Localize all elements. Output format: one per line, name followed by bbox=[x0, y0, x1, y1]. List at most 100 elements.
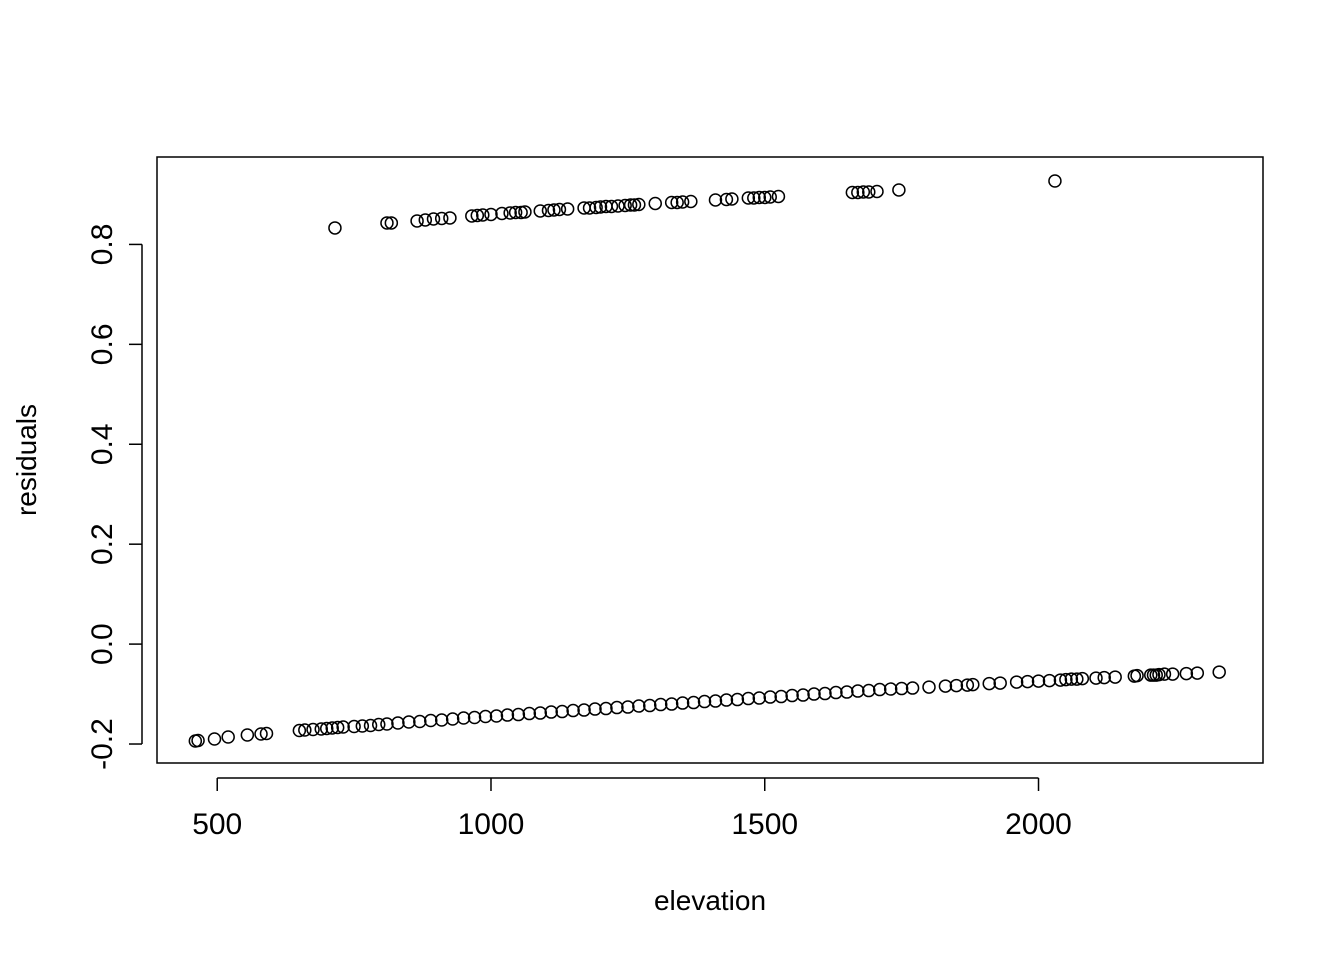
data-point bbox=[533, 706, 548, 720]
data-point bbox=[522, 706, 537, 721]
y-axis: -0.2 0.0 0.2 0.4 0.6 0.8 bbox=[86, 224, 143, 770]
data-point bbox=[708, 193, 723, 207]
data-point bbox=[621, 700, 635, 714]
plot-frame bbox=[156, 156, 1264, 764]
data-point bbox=[763, 190, 777, 204]
data-point bbox=[719, 192, 734, 207]
data-point bbox=[1042, 673, 1057, 688]
data-point bbox=[1157, 667, 1172, 681]
data-point bbox=[384, 216, 399, 230]
data-point bbox=[851, 684, 865, 698]
x-tick-label: 500 bbox=[192, 808, 242, 841]
data-point bbox=[922, 680, 936, 694]
data-point bbox=[1075, 671, 1090, 686]
data-point bbox=[1190, 666, 1205, 680]
data-point bbox=[829, 685, 843, 700]
data-point bbox=[298, 723, 312, 737]
data-point bbox=[380, 717, 394, 731]
data-point bbox=[533, 204, 548, 218]
data-point bbox=[719, 693, 734, 707]
data-point bbox=[371, 717, 386, 732]
data-point bbox=[845, 185, 860, 200]
data-point bbox=[478, 709, 493, 724]
data-point bbox=[424, 713, 438, 728]
data-point bbox=[604, 199, 619, 214]
data-point bbox=[840, 685, 854, 699]
data-point bbox=[518, 205, 532, 219]
data-point bbox=[410, 214, 424, 228]
data-point bbox=[982, 676, 996, 691]
x-axis: 500 1000 1500 2000 bbox=[192, 777, 1072, 841]
data-point bbox=[426, 212, 441, 226]
data-point bbox=[588, 702, 602, 716]
data-point bbox=[741, 191, 756, 205]
data-point bbox=[807, 687, 821, 701]
data-point bbox=[851, 185, 865, 200]
data-point bbox=[938, 679, 953, 693]
data-point bbox=[363, 718, 378, 733]
y-tick-label: 0.4 bbox=[86, 423, 119, 465]
data-point bbox=[1009, 675, 1024, 689]
data-point bbox=[445, 712, 460, 726]
data-point bbox=[443, 211, 457, 225]
data-point bbox=[434, 211, 449, 226]
data-point bbox=[1020, 674, 1035, 689]
data-point bbox=[221, 730, 235, 744]
data-point bbox=[752, 190, 767, 205]
data-point bbox=[240, 728, 255, 742]
data-point bbox=[747, 191, 761, 205]
data-point bbox=[476, 208, 490, 222]
data-point bbox=[675, 195, 690, 209]
data-point bbox=[870, 184, 884, 199]
data-point bbox=[391, 716, 405, 730]
data-point bbox=[413, 714, 427, 729]
data-point bbox=[500, 708, 515, 722]
data-point bbox=[949, 678, 964, 693]
data-point bbox=[402, 715, 416, 729]
data-point bbox=[541, 203, 556, 218]
data-point bbox=[325, 721, 339, 735]
data-points bbox=[188, 174, 1226, 748]
data-point bbox=[508, 205, 523, 220]
data-point bbox=[355, 719, 370, 733]
data-point bbox=[1152, 667, 1166, 682]
data-point bbox=[653, 697, 668, 712]
data-point bbox=[632, 197, 646, 212]
data-point bbox=[347, 719, 361, 734]
data-point bbox=[725, 192, 739, 206]
data-point bbox=[627, 198, 642, 212]
data-point bbox=[966, 677, 980, 692]
data-point bbox=[785, 688, 799, 703]
data-point bbox=[675, 696, 690, 710]
data-point bbox=[207, 732, 222, 746]
data-point bbox=[1179, 666, 1194, 681]
y-tick-label: 0.6 bbox=[86, 323, 119, 365]
data-point bbox=[314, 722, 329, 736]
data-point bbox=[905, 681, 920, 695]
x-tick-label: 2000 bbox=[1005, 808, 1072, 841]
data-point bbox=[648, 196, 662, 211]
data-point bbox=[503, 206, 517, 220]
data-point bbox=[1070, 672, 1084, 686]
data-point bbox=[623, 198, 638, 212]
data-point bbox=[752, 691, 767, 705]
data-point bbox=[960, 678, 975, 692]
data-point bbox=[582, 201, 597, 215]
data-point bbox=[484, 207, 498, 222]
data-point bbox=[336, 720, 350, 734]
data-point bbox=[796, 688, 810, 702]
data-point bbox=[259, 726, 274, 741]
data-point bbox=[560, 202, 575, 216]
data-point bbox=[818, 686, 832, 701]
data-point bbox=[593, 200, 608, 214]
data-point bbox=[883, 682, 898, 696]
x-tick-label: 1500 bbox=[731, 808, 798, 841]
data-point bbox=[862, 683, 876, 698]
data-point bbox=[456, 711, 471, 725]
data-point bbox=[664, 195, 679, 210]
data-point bbox=[254, 727, 268, 741]
data-point bbox=[330, 720, 345, 735]
data-point bbox=[555, 704, 569, 719]
data-point bbox=[292, 723, 307, 738]
